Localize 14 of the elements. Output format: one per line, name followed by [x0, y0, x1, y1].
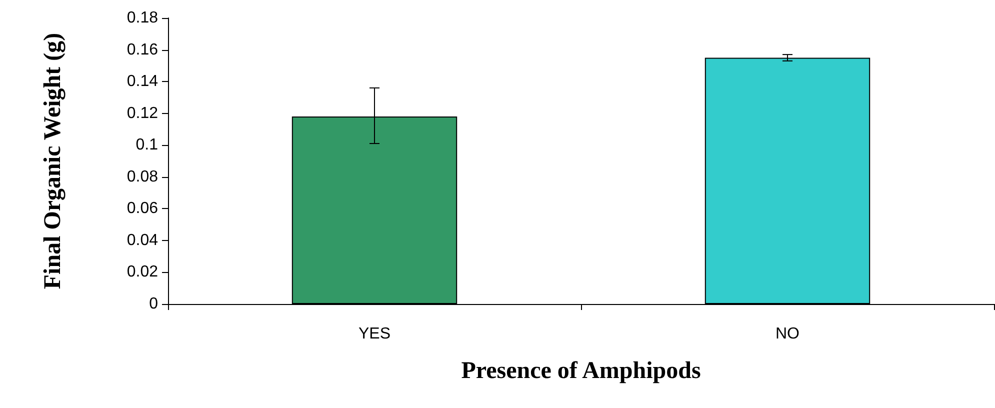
y-tick-label: 0.12	[126, 104, 158, 122]
x-tick-label: NO	[776, 326, 800, 342]
y-tick-label: 0.02	[126, 264, 158, 281]
y-tick-label: 0.1	[136, 136, 158, 154]
y-axis-title: Final Organic Weight (g)	[40, 32, 66, 290]
x-tick-label: YES	[358, 326, 391, 342]
y-tick-label: 0.06	[126, 200, 158, 218]
y-tick-label: 0.04	[126, 232, 158, 249]
y-tick-label: 0	[149, 296, 158, 312]
x-axis-title: Presence of Amphipods	[461, 358, 701, 384]
y-tick-label: 0.18	[126, 10, 158, 26]
y-tick-label: 0.14	[126, 73, 158, 90]
y-tick-label: 0.08	[126, 168, 158, 186]
y-tick-label: 0.16	[126, 41, 158, 58]
